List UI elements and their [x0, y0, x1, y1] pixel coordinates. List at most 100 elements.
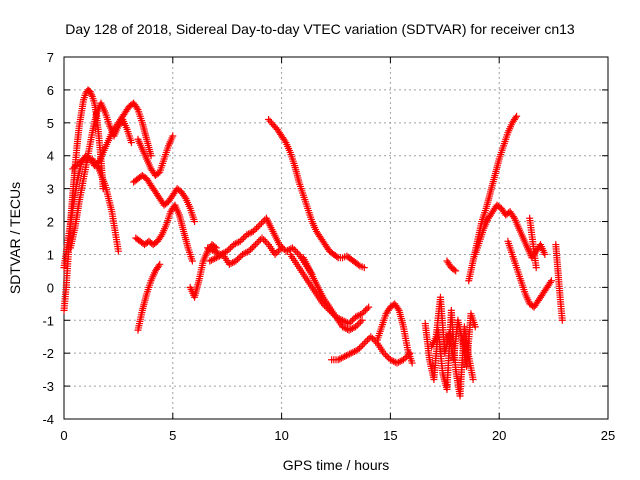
- data-point: [281, 137, 289, 145]
- series-s9: [186, 241, 220, 301]
- data-point: [399, 356, 407, 364]
- data-point: [383, 352, 391, 360]
- data-point: [235, 254, 243, 262]
- data-point: [86, 88, 94, 96]
- data-point: [284, 246, 292, 254]
- data-point: [337, 354, 345, 362]
- data-point: [380, 349, 388, 357]
- data-point: [133, 104, 141, 112]
- data-point: [188, 257, 196, 265]
- data-point: [471, 323, 479, 331]
- data-point: [382, 351, 390, 359]
- data-point: [206, 257, 214, 265]
- data-point: [358, 316, 366, 324]
- data-point: [393, 359, 401, 367]
- data-point: [343, 319, 351, 327]
- y-tick-label: 1: [47, 247, 54, 262]
- data-point: [360, 339, 368, 347]
- data-point: [348, 325, 356, 332]
- data-point: [155, 262, 163, 270]
- data-point: [271, 250, 279, 258]
- x-tick-label: 5: [169, 428, 176, 443]
- data-point: [242, 249, 250, 257]
- data-point: [342, 325, 350, 332]
- data-point: [352, 323, 360, 331]
- data-point: [348, 316, 356, 324]
- series-s5: [130, 171, 199, 226]
- data-point: [512, 114, 520, 122]
- data-point: [251, 226, 259, 234]
- y-tick-labels: -4 -3 -2 -1 0 1 2 3 4 5 6 7: [42, 50, 54, 427]
- data-point: [532, 264, 540, 272]
- data-point: [225, 246, 233, 254]
- x-tick-label: 25: [601, 428, 615, 443]
- data-point: [345, 320, 353, 328]
- data-point: [352, 313, 360, 321]
- series-s6: [134, 132, 177, 179]
- data-point: [229, 259, 237, 267]
- data-point: [333, 253, 341, 261]
- data-point: [388, 357, 396, 365]
- data-point: [394, 305, 402, 313]
- y-tick-label: 3: [47, 182, 54, 197]
- series-s8: [134, 260, 164, 334]
- data-point: [253, 224, 261, 232]
- data-point: [245, 247, 253, 255]
- data-point: [450, 266, 458, 274]
- data-point: [395, 358, 403, 366]
- data-point: [354, 261, 362, 269]
- data-point: [211, 243, 219, 251]
- data-point: [204, 244, 212, 252]
- data-point: [278, 244, 286, 252]
- data-point: [273, 249, 281, 257]
- data-point: [359, 341, 367, 349]
- data-point: [80, 156, 88, 164]
- data-point: [223, 247, 231, 255]
- data-point: [334, 356, 342, 364]
- data-point: [209, 255, 217, 263]
- data-point: [541, 250, 549, 258]
- data-point: [78, 157, 86, 165]
- data-point: [233, 239, 241, 247]
- data-point: [210, 247, 218, 255]
- data-point: [147, 152, 155, 160]
- data-point: [75, 158, 83, 166]
- data-point: [251, 241, 259, 249]
- data-point: [293, 249, 301, 257]
- data-point: [227, 260, 235, 268]
- data-point: [344, 351, 352, 359]
- data-point: [509, 213, 517, 221]
- series-s22: [504, 237, 555, 311]
- data-point: [339, 353, 347, 361]
- series-s18: [428, 293, 479, 370]
- data-point: [244, 230, 252, 238]
- data-point: [246, 229, 254, 237]
- data-point: [363, 305, 371, 313]
- data-point: [205, 245, 213, 253]
- data-point: [240, 250, 248, 258]
- x-tick-label: 10: [274, 428, 288, 443]
- data-point: [276, 246, 284, 254]
- series-s11: [206, 234, 286, 268]
- data-point: [249, 227, 257, 235]
- data-point: [354, 346, 362, 354]
- data-point: [248, 244, 256, 252]
- data-point: [353, 312, 361, 320]
- series-s24: [552, 241, 566, 324]
- data-point: [364, 336, 372, 344]
- data-point: [336, 355, 344, 363]
- y-tick-label: -3: [42, 379, 54, 394]
- data-point: [452, 267, 460, 275]
- data-point: [274, 247, 282, 255]
- data-point: [546, 278, 554, 286]
- data-point: [127, 139, 135, 147]
- y-tick-label: 7: [47, 50, 54, 65]
- data-point: [231, 240, 239, 248]
- data-point: [353, 321, 361, 329]
- y-tick-label: 0: [47, 280, 54, 295]
- data-point: [357, 343, 365, 351]
- data-point: [347, 349, 355, 357]
- data-point: [70, 163, 78, 171]
- data-point: [234, 255, 242, 263]
